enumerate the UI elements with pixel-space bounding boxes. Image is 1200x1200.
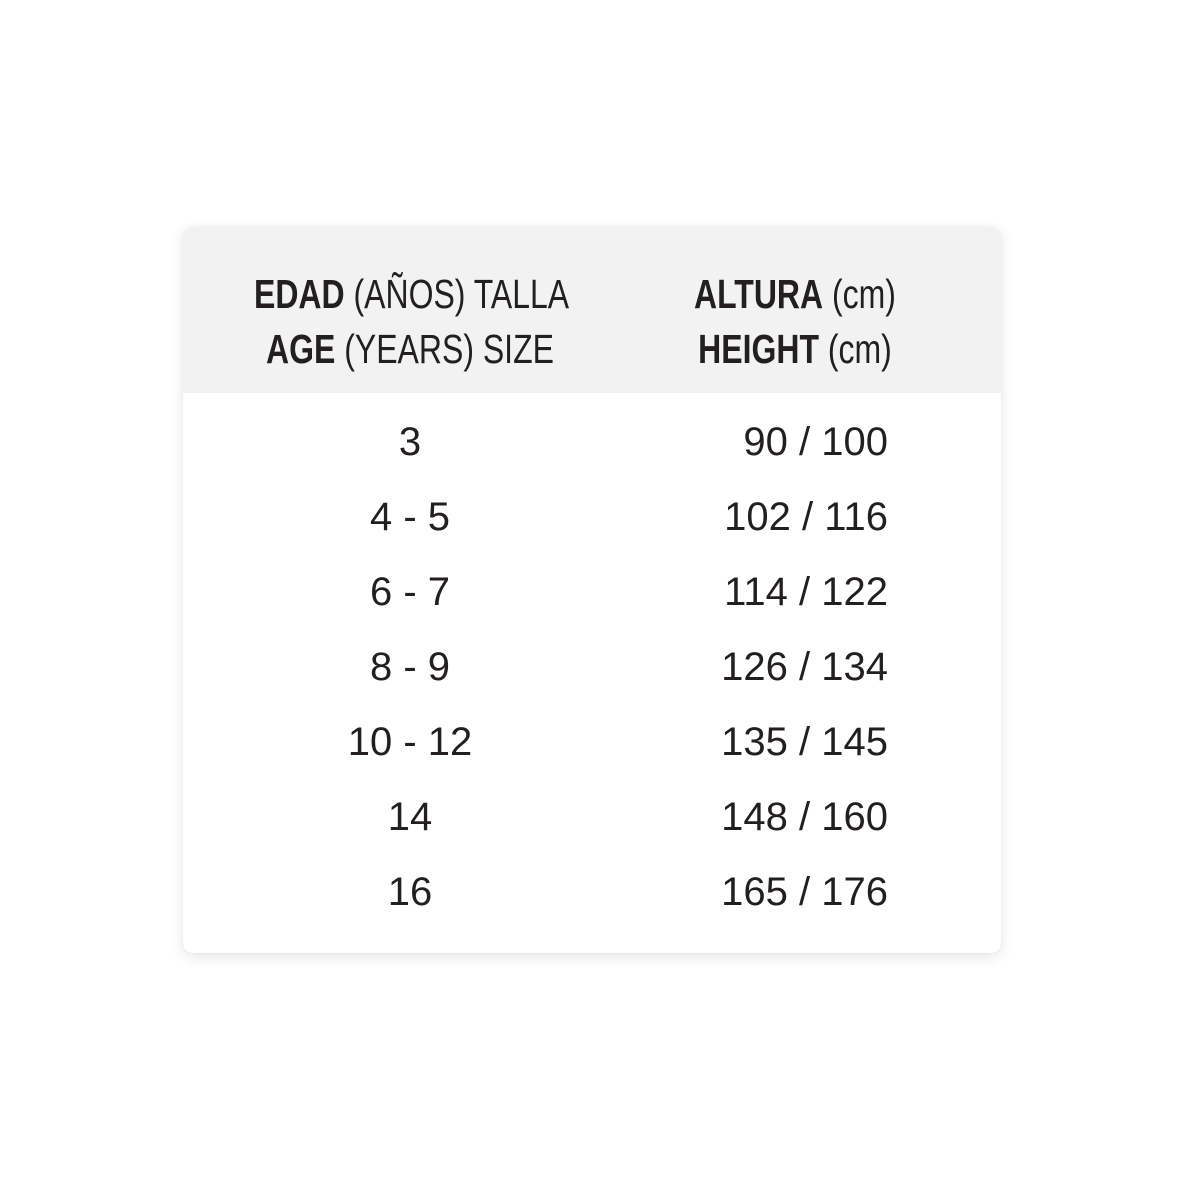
- height-cell: 135 / 145: [721, 720, 888, 764]
- header-altura-unit: (cm): [823, 271, 896, 317]
- header-height-unit: (cm): [818, 326, 892, 372]
- table-row: 14 148 / 160: [183, 780, 1001, 855]
- height-cell: 165 / 176: [721, 870, 888, 914]
- header-height: ALTURA (cm) HEIGHT (cm): [595, 267, 995, 377]
- age-cell: 6 - 7: [369, 570, 451, 614]
- height-cell: 102 / 116: [724, 495, 888, 539]
- header-age: AGE: [266, 326, 336, 372]
- size-chart-table: EDAD (AÑOS) TALLA AGE (YEARS) SIZE ALTUR…: [183, 227, 1001, 953]
- header-years-size: (YEARS) SIZE: [335, 326, 554, 372]
- table-row: 16 165 / 176: [183, 855, 1001, 930]
- table-header: EDAD (AÑOS) TALLA AGE (YEARS) SIZE ALTUR…: [183, 227, 1001, 393]
- age-cell: 10 - 12: [347, 720, 473, 764]
- table-row: 10 - 12 135 / 145: [183, 705, 1001, 780]
- height-cell: 126 / 134: [721, 645, 888, 689]
- age-cell: 14: [387, 795, 433, 839]
- height-cell: 90 / 100: [743, 420, 888, 464]
- age-cell: 8 - 9: [369, 645, 451, 689]
- header-altura: ALTURA: [694, 271, 824, 317]
- header-edad: EDAD: [254, 271, 345, 317]
- age-cell: 4 - 5: [369, 495, 451, 539]
- table-row: 6 - 7 114 / 122: [183, 555, 1001, 630]
- table-row: 3 90 / 100: [183, 405, 1001, 480]
- table-row: 4 - 5 102 / 116: [183, 480, 1001, 555]
- header-age-size: EDAD (AÑOS) TALLA AGE (YEARS) SIZE: [210, 267, 610, 377]
- age-cell: 16: [387, 870, 433, 914]
- height-cell: 114 / 122: [724, 570, 888, 614]
- age-cell: 3: [398, 420, 422, 464]
- header-height-label: HEIGHT: [698, 326, 819, 372]
- table-row: 8 - 9 126 / 134: [183, 630, 1001, 705]
- header-anos-talla: (AÑOS) TALLA: [344, 271, 570, 317]
- height-cell: 148 / 160: [721, 795, 888, 839]
